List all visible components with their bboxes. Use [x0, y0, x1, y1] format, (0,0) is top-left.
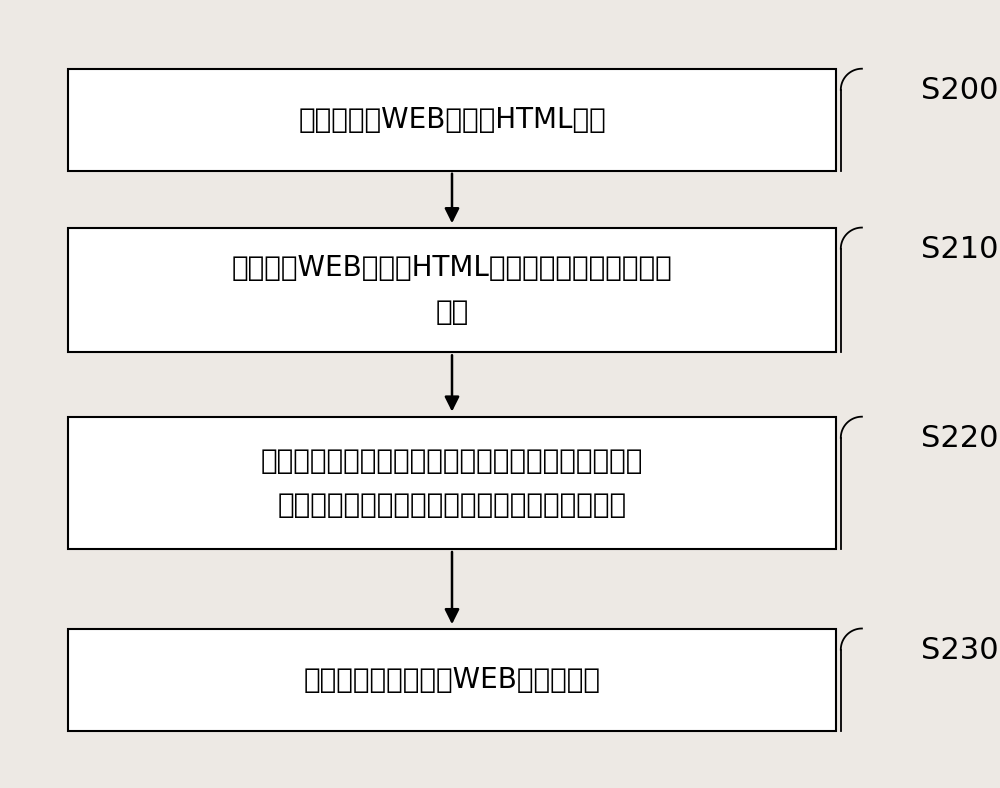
Text: S210: S210 — [921, 235, 999, 264]
Text: S220: S220 — [921, 424, 999, 453]
Text: 解析排序结果，进行WEB页面的展示: 解析排序结果，进行WEB页面的展示 — [304, 666, 600, 693]
FancyBboxPatch shape — [68, 417, 836, 549]
Text: 获取待展示WEB页面的HTML文档: 获取待展示WEB页面的HTML文档 — [298, 106, 606, 134]
Text: S200: S200 — [921, 76, 999, 106]
FancyBboxPatch shape — [68, 69, 836, 171]
Text: 在待调试表格的文档的表头部分中调用上述表格排序
方法实施例，对待排序表格中各行元素进行排序: 在待调试表格的文档的表头部分中调用上述表格排序 方法实施例，对待排序表格中各行元… — [261, 447, 643, 519]
FancyBboxPatch shape — [68, 629, 836, 730]
Text: S230: S230 — [921, 636, 999, 665]
FancyBboxPatch shape — [68, 228, 836, 352]
Text: 向待开发WEB页面的HTML文档中嵌入待排序表格的
文档: 向待开发WEB页面的HTML文档中嵌入待排序表格的 文档 — [232, 255, 672, 325]
